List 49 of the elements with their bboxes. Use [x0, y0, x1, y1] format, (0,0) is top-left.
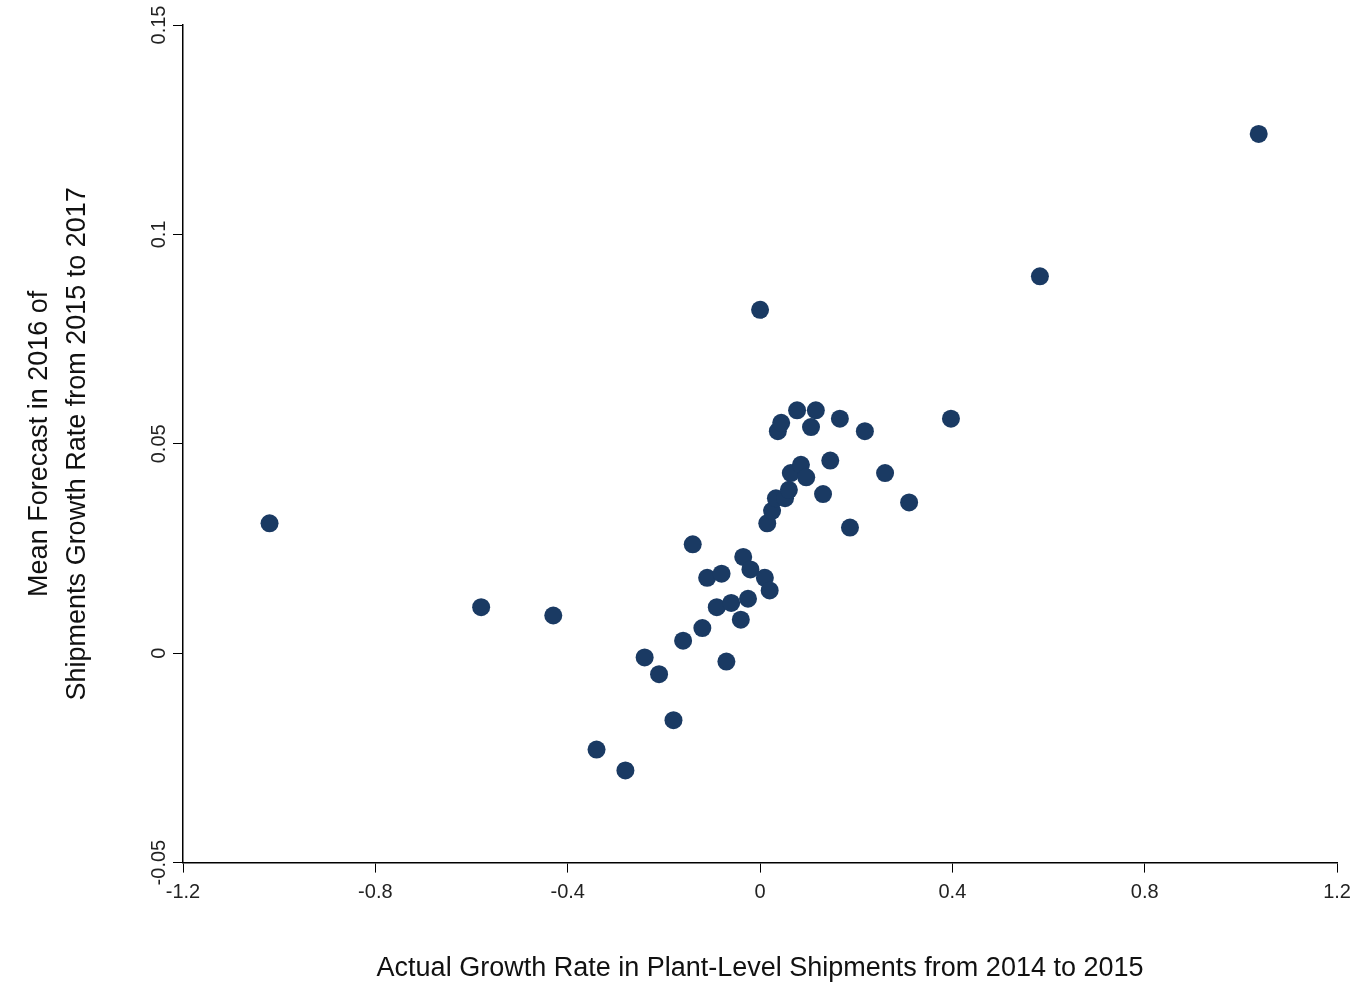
point — [788, 401, 807, 420]
point — [712, 564, 731, 583]
point — [941, 409, 960, 428]
point — [664, 711, 683, 730]
point — [1249, 124, 1268, 143]
point — [722, 593, 741, 612]
x-tick-label: 1.2 — [1323, 880, 1351, 903]
point — [683, 535, 702, 554]
point — [707, 598, 726, 617]
x-tick-label: 0.4 — [938, 880, 967, 903]
point — [797, 468, 816, 487]
x-tick-label: 0.8 — [1130, 880, 1159, 903]
x-tick-label: -0.8 — [358, 880, 393, 903]
point — [1030, 267, 1049, 286]
point — [802, 418, 821, 437]
point — [544, 606, 563, 625]
point — [616, 761, 635, 780]
point — [260, 514, 279, 533]
point — [900, 493, 919, 512]
point — [587, 740, 606, 759]
point — [840, 518, 859, 537]
point — [760, 581, 779, 600]
point — [717, 652, 736, 671]
point — [635, 648, 654, 667]
point — [674, 631, 693, 650]
y-tick-label: 0.05 — [146, 424, 169, 464]
x-tick-label: -0.4 — [550, 880, 585, 903]
point — [806, 401, 825, 420]
point — [731, 610, 750, 629]
point — [698, 568, 717, 587]
y-tick-label: 0.15 — [146, 5, 169, 45]
y-tick-label: 0.1 — [146, 220, 169, 249]
point — [650, 665, 669, 684]
point — [876, 464, 895, 483]
x-axis-title: Actual Growth Rate in Plant-Level Shipments from 2014 to 2015 — [376, 952, 1144, 983]
point — [830, 409, 849, 428]
point — [741, 560, 760, 579]
point — [855, 422, 874, 441]
x-tick-label: 0 — [754, 880, 766, 903]
point — [472, 598, 491, 617]
point — [772, 413, 791, 432]
y-tick-label: 0 — [146, 647, 169, 659]
point — [821, 451, 840, 470]
y-axis-title: Mean Forecast in 2016 of Shipments Growth Rate from 2015 to 2017 — [23, 187, 92, 701]
point — [739, 589, 758, 608]
point — [779, 480, 798, 499]
point — [693, 619, 712, 638]
point — [814, 485, 833, 504]
point — [751, 300, 770, 319]
